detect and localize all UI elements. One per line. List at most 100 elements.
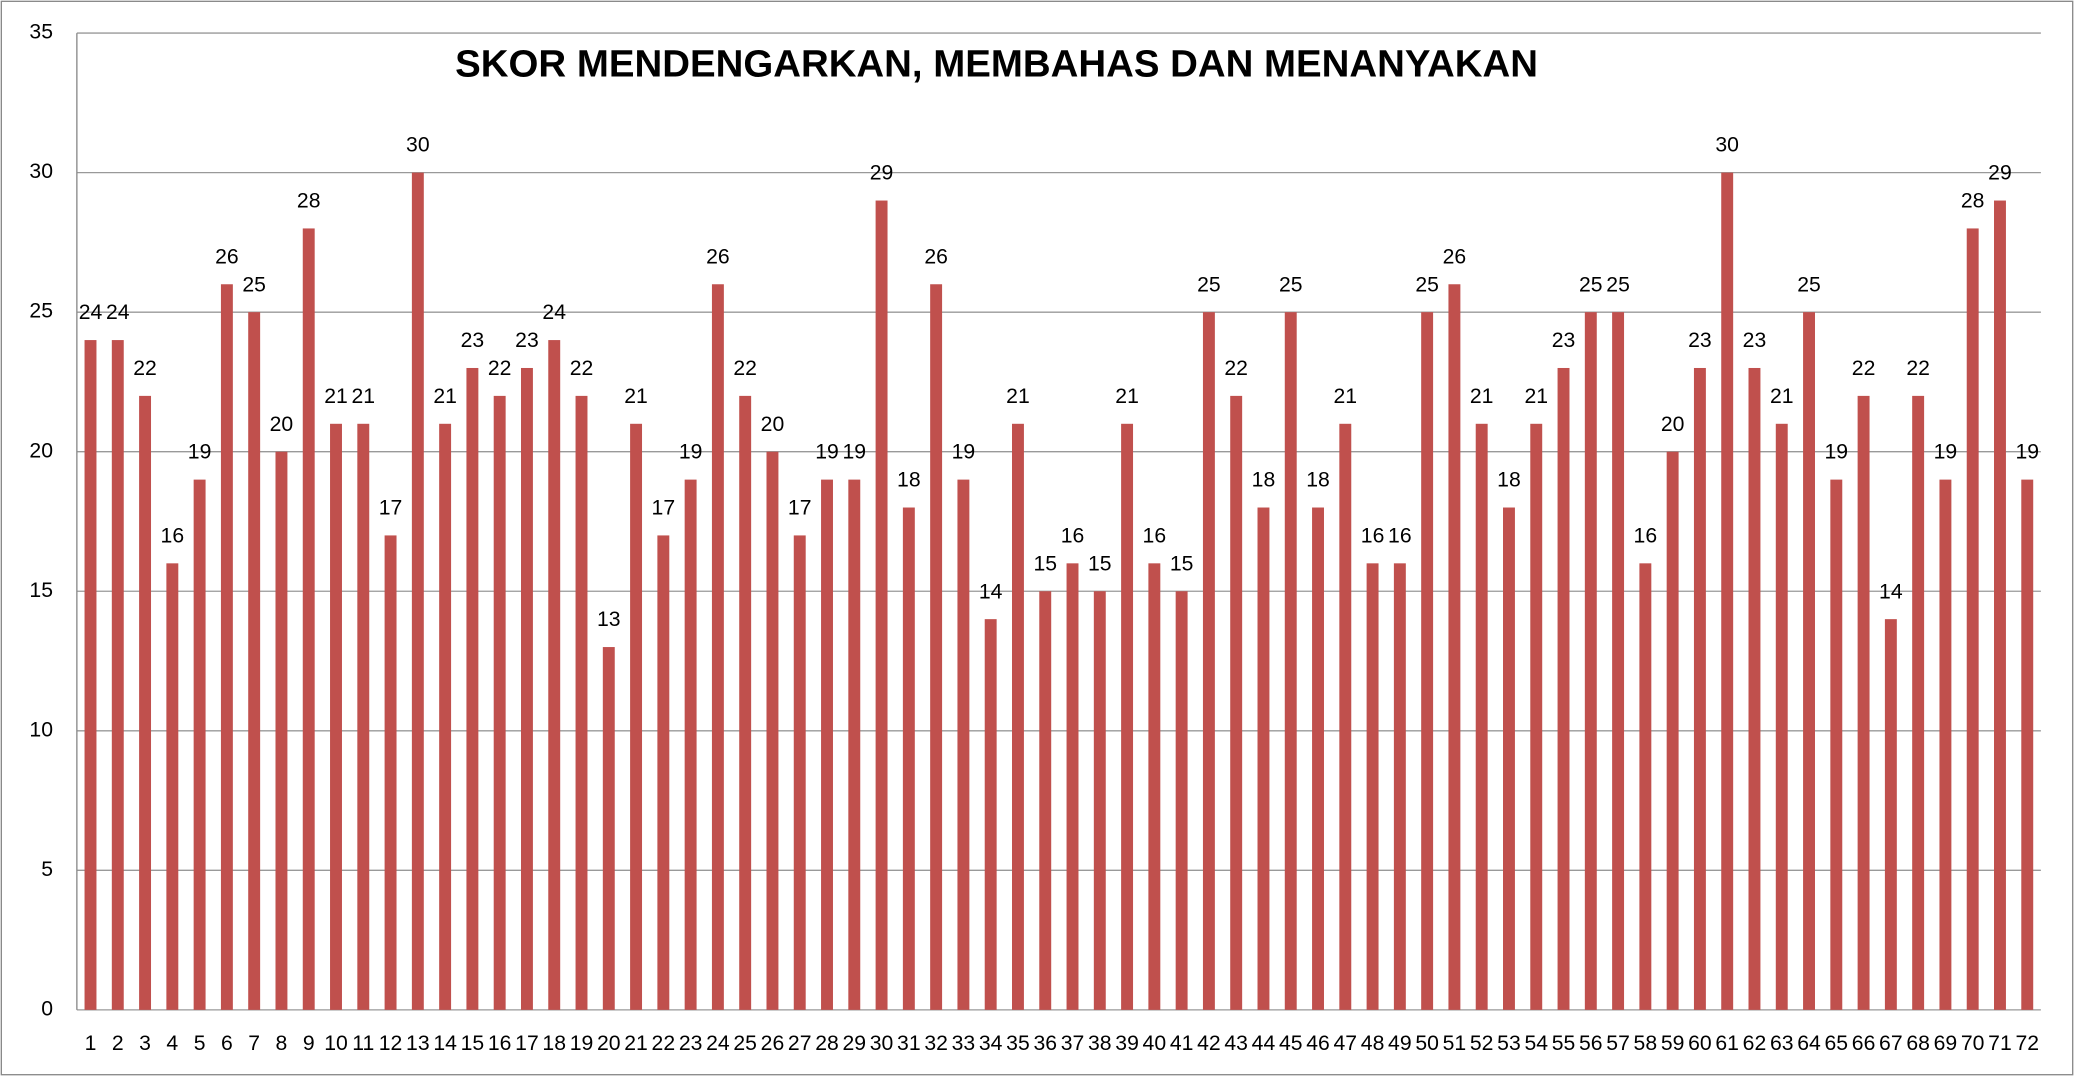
x-tick-label: 10 bbox=[324, 1032, 348, 1055]
data-label: 21 bbox=[324, 385, 348, 408]
x-tick-label: 24 bbox=[706, 1032, 730, 1055]
data-label: 25 bbox=[1606, 273, 1630, 296]
data-label: 17 bbox=[652, 497, 676, 520]
x-tick-label: 16 bbox=[488, 1032, 512, 1055]
x-tick-label: 70 bbox=[1961, 1032, 1985, 1055]
bar bbox=[1175, 591, 1188, 1010]
x-tick-label: 69 bbox=[1934, 1032, 1958, 1055]
x-tick-label: 28 bbox=[815, 1032, 839, 1055]
x-tick-label: 31 bbox=[897, 1032, 921, 1055]
bar bbox=[1066, 563, 1079, 1010]
x-tick-label: 71 bbox=[1988, 1032, 2012, 1055]
data-label: 25 bbox=[242, 273, 266, 296]
data-label: 17 bbox=[379, 497, 403, 520]
data-label: 19 bbox=[188, 441, 212, 464]
bar bbox=[902, 507, 915, 1010]
bar bbox=[766, 451, 779, 1010]
data-label: 15 bbox=[1088, 552, 1112, 575]
data-label: 21 bbox=[1770, 385, 1794, 408]
data-label: 25 bbox=[1279, 273, 1303, 296]
data-label: 23 bbox=[1688, 329, 1712, 352]
x-tick-label: 48 bbox=[1361, 1032, 1385, 1055]
bar bbox=[1748, 367, 1761, 1010]
x-tick-label: 65 bbox=[1825, 1032, 1849, 1055]
data-label: 18 bbox=[1306, 469, 1330, 492]
bar bbox=[1994, 200, 2006, 1010]
data-label: 19 bbox=[1934, 441, 1958, 464]
x-tick-label: 26 bbox=[761, 1032, 785, 1055]
x-tick-label: 25 bbox=[733, 1032, 757, 1055]
x-tick-label: 61 bbox=[1715, 1032, 1739, 1055]
bar bbox=[1666, 451, 1679, 1010]
x-tick-label: 4 bbox=[166, 1032, 178, 1055]
data-label: 16 bbox=[1143, 524, 1167, 547]
x-tick-label: 27 bbox=[788, 1032, 812, 1055]
data-label: 19 bbox=[1825, 441, 1849, 464]
bar bbox=[193, 479, 206, 1010]
x-tick-label: 63 bbox=[1770, 1032, 1794, 1055]
bar bbox=[1803, 312, 1815, 1010]
x-tick-label: 59 bbox=[1661, 1032, 1685, 1055]
data-label: 21 bbox=[624, 385, 648, 408]
bar bbox=[2021, 479, 2034, 1010]
data-label: 21 bbox=[351, 385, 375, 408]
x-tick-label: 5 bbox=[194, 1032, 206, 1055]
x-tick-label: 42 bbox=[1197, 1032, 1221, 1055]
data-label: 20 bbox=[761, 413, 785, 436]
data-label: 28 bbox=[297, 190, 321, 213]
x-tick-label: 23 bbox=[679, 1032, 703, 1055]
data-label: 22 bbox=[133, 357, 157, 380]
data-label: 16 bbox=[1061, 524, 1085, 547]
data-label: 26 bbox=[1443, 245, 1467, 268]
data-label: 26 bbox=[924, 245, 948, 268]
x-tick-label: 12 bbox=[379, 1032, 403, 1055]
bar bbox=[657, 535, 670, 1010]
x-tick-label: 14 bbox=[433, 1032, 457, 1055]
x-tick-label: 35 bbox=[1006, 1032, 1030, 1055]
bar bbox=[602, 647, 615, 1010]
x-tick-label: 47 bbox=[1334, 1032, 1358, 1055]
x-tick-label: 56 bbox=[1579, 1032, 1603, 1055]
x-tick-label: 60 bbox=[1688, 1032, 1712, 1055]
data-label: 28 bbox=[1961, 190, 1985, 213]
bar bbox=[821, 479, 833, 1010]
bar bbox=[1421, 312, 1434, 1010]
bar bbox=[166, 563, 179, 1010]
data-label: 16 bbox=[1361, 524, 1385, 547]
bar bbox=[1475, 423, 1488, 1010]
data-label: 23 bbox=[515, 329, 539, 352]
bar bbox=[875, 200, 888, 1010]
x-tick-label: 17 bbox=[515, 1032, 539, 1055]
data-label: 22 bbox=[488, 357, 512, 380]
x-tick-label: 36 bbox=[1033, 1032, 1057, 1055]
data-label: 23 bbox=[1552, 329, 1576, 352]
x-tick-label: 38 bbox=[1088, 1032, 1112, 1055]
y-tick-label: 10 bbox=[29, 718, 53, 741]
x-tick-label: 67 bbox=[1879, 1032, 1903, 1055]
bar bbox=[984, 619, 997, 1010]
data-label: 19 bbox=[952, 441, 976, 464]
bar bbox=[1448, 284, 1461, 1010]
bar bbox=[384, 535, 397, 1010]
x-tick-label: 41 bbox=[1170, 1032, 1194, 1055]
data-label: 29 bbox=[1988, 162, 2012, 185]
data-label: 16 bbox=[161, 524, 185, 547]
data-label: 14 bbox=[979, 580, 1003, 603]
data-label: 23 bbox=[1743, 329, 1767, 352]
x-tick-label: 34 bbox=[979, 1032, 1003, 1055]
bar bbox=[1884, 619, 1897, 1010]
bar bbox=[439, 423, 452, 1010]
data-label: 21 bbox=[1334, 385, 1358, 408]
bar bbox=[1693, 367, 1706, 1010]
x-tick-label: 68 bbox=[1906, 1032, 1930, 1055]
data-label: 25 bbox=[1415, 273, 1439, 296]
bar bbox=[520, 367, 533, 1010]
x-tick-label: 49 bbox=[1388, 1032, 1412, 1055]
data-label: 21 bbox=[1006, 385, 1030, 408]
y-tick-label: 0 bbox=[41, 997, 53, 1020]
data-label: 20 bbox=[270, 413, 294, 436]
bar bbox=[548, 340, 561, 1010]
data-label: 18 bbox=[897, 469, 921, 492]
data-label: 24 bbox=[79, 301, 103, 324]
bar bbox=[1039, 591, 1052, 1010]
